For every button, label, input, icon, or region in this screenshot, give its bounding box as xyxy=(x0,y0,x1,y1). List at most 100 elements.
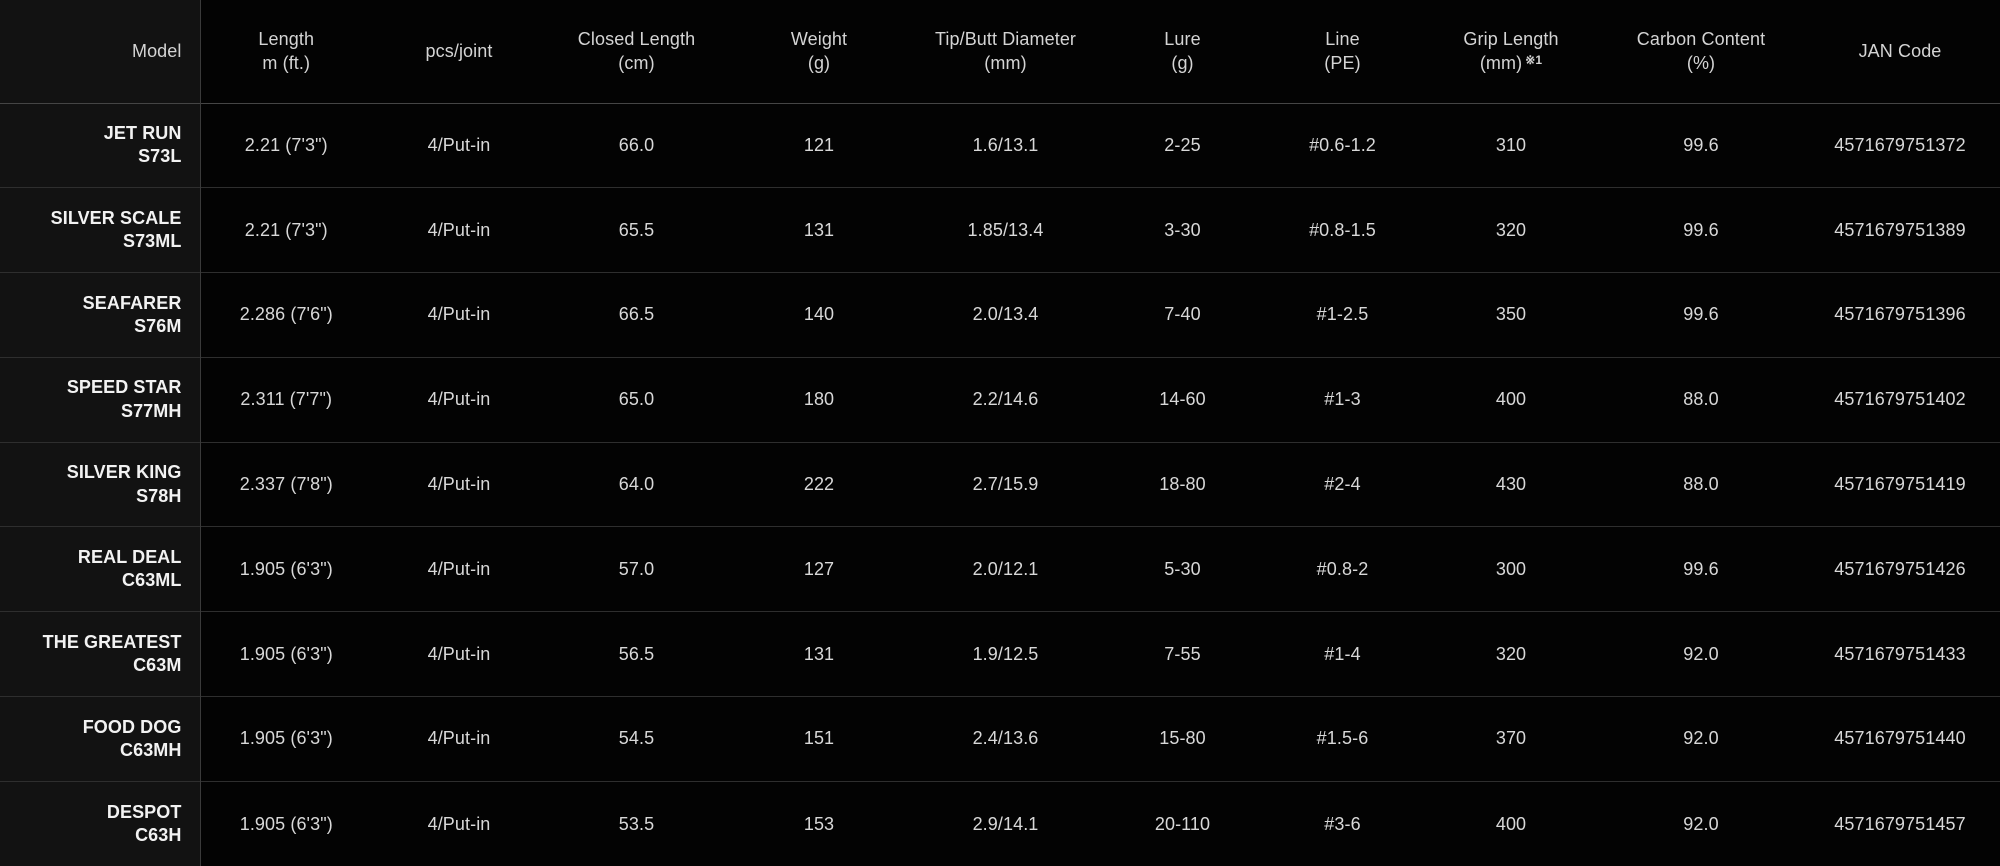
cell-grip_length: 300 xyxy=(1420,526,1602,612)
cell-grip_length: 400 xyxy=(1420,780,1602,866)
column-unit: (mm) xyxy=(911,51,1100,75)
cell-length: 2.21 (7'3") xyxy=(200,187,372,273)
column-label: Model xyxy=(131,41,182,62)
column-unit-text: (cm) xyxy=(618,53,655,74)
cell-jan: 4571679751402 xyxy=(1800,356,2000,443)
footnote-marker: ※1 xyxy=(1525,53,1543,68)
cell-model: SEAFARER S76M xyxy=(0,272,201,358)
model-code: S78H xyxy=(136,485,182,506)
cell-length: 2.21 (7'3") xyxy=(200,102,372,188)
cell-line: #1-2.5 xyxy=(1265,272,1420,358)
model-code: S76M xyxy=(134,315,182,336)
cell-closed_length: 66.5 xyxy=(546,272,727,358)
table-row: SEAFARER S76M 2.286 (7'6") 4/Put-in 66.5 140 2… xyxy=(0,272,2000,358)
cell-tip_butt: 1.85/13.4 xyxy=(911,187,1100,273)
cell-length: 2.337 (7'8") xyxy=(200,441,372,527)
cell-carbon: 99.6 xyxy=(1602,102,1800,188)
cell-tip_butt: 2.2/14.6 xyxy=(911,356,1100,443)
column-unit: (g) xyxy=(1100,51,1265,75)
model-name: SILVER SCALE xyxy=(50,207,182,228)
cell-closed_length: 66.0 xyxy=(546,102,727,188)
column-header-grip_length: Grip Length (mm) ※1 xyxy=(1420,0,1602,103)
cell-lure: 14-60 xyxy=(1100,356,1265,443)
cell-pcs_joint: 4/Put-in xyxy=(372,611,546,697)
cell-weight: 131 xyxy=(727,187,911,273)
cell-closed_length: 56.5 xyxy=(546,611,727,697)
cell-lure: 5-30 xyxy=(1100,526,1265,612)
cell-closed_length: 65.5 xyxy=(546,187,727,273)
cell-grip_length: 400 xyxy=(1420,356,1602,443)
cell-carbon: 99.6 xyxy=(1602,272,1800,358)
cell-grip_length: 320 xyxy=(1420,187,1602,273)
cell-jan: 4571679751433 xyxy=(1800,611,2000,697)
cell-length: 2.311 (7'7") xyxy=(200,356,372,443)
column-label: Weight xyxy=(790,28,848,49)
cell-carbon: 99.6 xyxy=(1602,526,1800,612)
cell-line: #0.8-2 xyxy=(1265,526,1420,612)
column-unit-text: m (ft.) xyxy=(262,53,311,74)
cell-model: REAL DEAL C63ML xyxy=(0,526,201,612)
cell-pcs_joint: 4/Put-in xyxy=(372,356,546,443)
column-header-model: Model xyxy=(0,0,201,103)
column-unit: (g) xyxy=(727,51,911,75)
cell-weight: 180 xyxy=(727,356,911,443)
cell-pcs_joint: 4/Put-in xyxy=(372,526,546,612)
model-code: C63MH xyxy=(119,739,182,760)
model-name: DESPOT xyxy=(106,801,182,822)
cell-lure: 15-80 xyxy=(1100,696,1265,782)
column-header-carbon: Carbon Content (%) xyxy=(1602,0,1800,103)
table-row: FOOD DOG C63MH 1.905 (6'3") 4/Put-in 54.5 151… xyxy=(0,696,2000,782)
cell-weight: 131 xyxy=(727,611,911,697)
cell-closed_length: 57.0 xyxy=(546,526,727,612)
cell-carbon: 92.0 xyxy=(1602,696,1800,782)
cell-grip_length: 310 xyxy=(1420,102,1602,188)
column-label: Closed Length xyxy=(577,28,696,49)
column-unit: (%) xyxy=(1602,51,1800,75)
column-label: Line xyxy=(1325,28,1360,49)
column-header-line: Line (PE) xyxy=(1265,0,1420,103)
table-row: REAL DEAL C63ML 1.905 (6'3") 4/Put-in 57.0 12… xyxy=(0,526,2000,612)
column-unit-text: (mm) xyxy=(1479,53,1523,74)
column-unit: (mm) ※1 xyxy=(1420,51,1602,75)
cell-model: DESPOT C63H xyxy=(0,780,201,866)
cell-line: #1.5-6 xyxy=(1265,696,1420,782)
cell-grip_length: 430 xyxy=(1420,441,1602,527)
table-row: JET RUN S73L 2.21 (7'3") 4/Put-in 66.0 121 1.6… xyxy=(0,102,2000,188)
cell-tip_butt: 2.0/13.4 xyxy=(911,272,1100,358)
cell-carbon: 92.0 xyxy=(1602,780,1800,866)
column-unit-text: (g) xyxy=(1171,53,1194,74)
column-label: pcs/joint xyxy=(425,41,493,62)
model-name: JET RUN xyxy=(103,123,182,143)
cell-closed_length: 65.0 xyxy=(546,356,727,443)
cell-lure: 7-40 xyxy=(1100,272,1265,358)
model-code: C63M xyxy=(133,655,182,676)
model-code: C63H xyxy=(135,825,182,846)
cell-length: 1.905 (6'3") xyxy=(200,696,372,782)
table-row: DESPOT C63H 1.905 (6'3") 4/Put-in 53.5 153 2.9… xyxy=(0,780,2000,866)
cell-length: 1.905 (6'3") xyxy=(200,780,372,866)
column-unit-text: (g) xyxy=(807,53,831,74)
cell-carbon: 99.6 xyxy=(1602,187,1800,273)
cell-pcs_joint: 4/Put-in xyxy=(372,696,546,782)
cell-grip_length: 320 xyxy=(1420,611,1602,697)
cell-weight: 151 xyxy=(727,696,911,782)
cell-pcs_joint: 4/Put-in xyxy=(372,780,546,866)
column-label: Carbon Content xyxy=(1636,28,1766,49)
cell-tip_butt: 2.9/14.1 xyxy=(911,780,1100,866)
cell-jan: 4571679751419 xyxy=(1800,441,2000,527)
column-header-jan: JAN Code xyxy=(1800,0,2000,103)
column-unit-text: (PE) xyxy=(1324,53,1361,74)
table-row: THE GREATEST C63M 1.905 (6'3") 4/Put-in 56.5… xyxy=(0,611,2000,697)
model-code: C63ML xyxy=(121,570,182,591)
column-header-length: Length m (ft.) xyxy=(200,0,372,103)
column-header-closed_length: Closed Length (cm) xyxy=(546,0,727,103)
cell-tip_butt: 2.0/12.1 xyxy=(911,526,1100,612)
model-code: S77MH xyxy=(120,400,182,421)
column-header-tip_butt: Tip/Butt Diameter (mm) xyxy=(911,0,1100,103)
cell-weight: 222 xyxy=(727,441,911,527)
cell-weight: 140 xyxy=(727,272,911,358)
column-label: Grip Length xyxy=(1463,28,1559,49)
cell-tip_butt: 1.6/13.1 xyxy=(911,102,1100,188)
column-label: Tip/Butt Diameter xyxy=(934,28,1077,49)
cell-length: 1.905 (6'3") xyxy=(200,611,372,697)
